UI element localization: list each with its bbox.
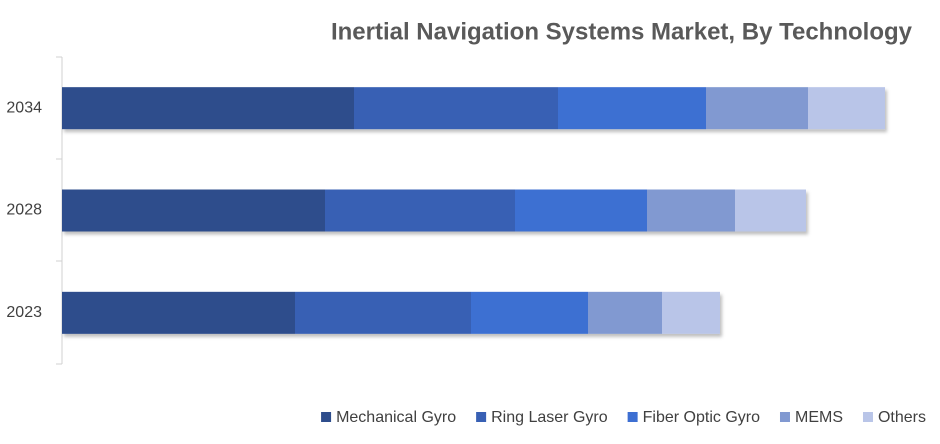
legend-swatch	[779, 412, 790, 422]
legend-swatch	[627, 412, 638, 422]
y-axis-ticks	[56, 56, 62, 365]
bar-segment	[325, 189, 515, 232]
legend-label: Mechanical Gyro	[336, 409, 456, 426]
bar-stack	[62, 189, 806, 232]
bar-stack	[62, 291, 720, 334]
bar-segment	[588, 291, 662, 334]
bar-segment	[706, 87, 808, 130]
bar-stack	[62, 87, 885, 130]
bar-segment	[62, 189, 325, 232]
bar-segment	[808, 87, 885, 130]
bar-segment	[354, 87, 558, 130]
bar-segment	[735, 189, 806, 232]
legend-swatch	[862, 412, 873, 422]
bar-segment	[558, 87, 706, 130]
bar-segment	[471, 291, 588, 334]
bar-segment	[62, 87, 354, 130]
bar-segment	[662, 291, 720, 334]
bar-segment	[295, 291, 471, 334]
y-tick-label: 2028	[6, 202, 42, 219]
bar-segment	[62, 291, 295, 334]
bar-segment	[647, 189, 735, 232]
y-tick-label: 2034	[6, 99, 42, 116]
chart-title: Inertial Navigation Systems Market, By T…	[331, 18, 913, 45]
bar-segment	[515, 189, 647, 232]
legend-swatch	[476, 412, 487, 422]
legend-label: Ring Laser Gyro	[491, 409, 608, 426]
legend-label: Fiber Optic Gyro	[643, 409, 760, 426]
y-tick-label: 2023	[6, 304, 42, 321]
legend-label: MEMS	[795, 409, 843, 426]
legend-label: Others	[878, 409, 926, 426]
legend-swatch	[321, 412, 332, 422]
